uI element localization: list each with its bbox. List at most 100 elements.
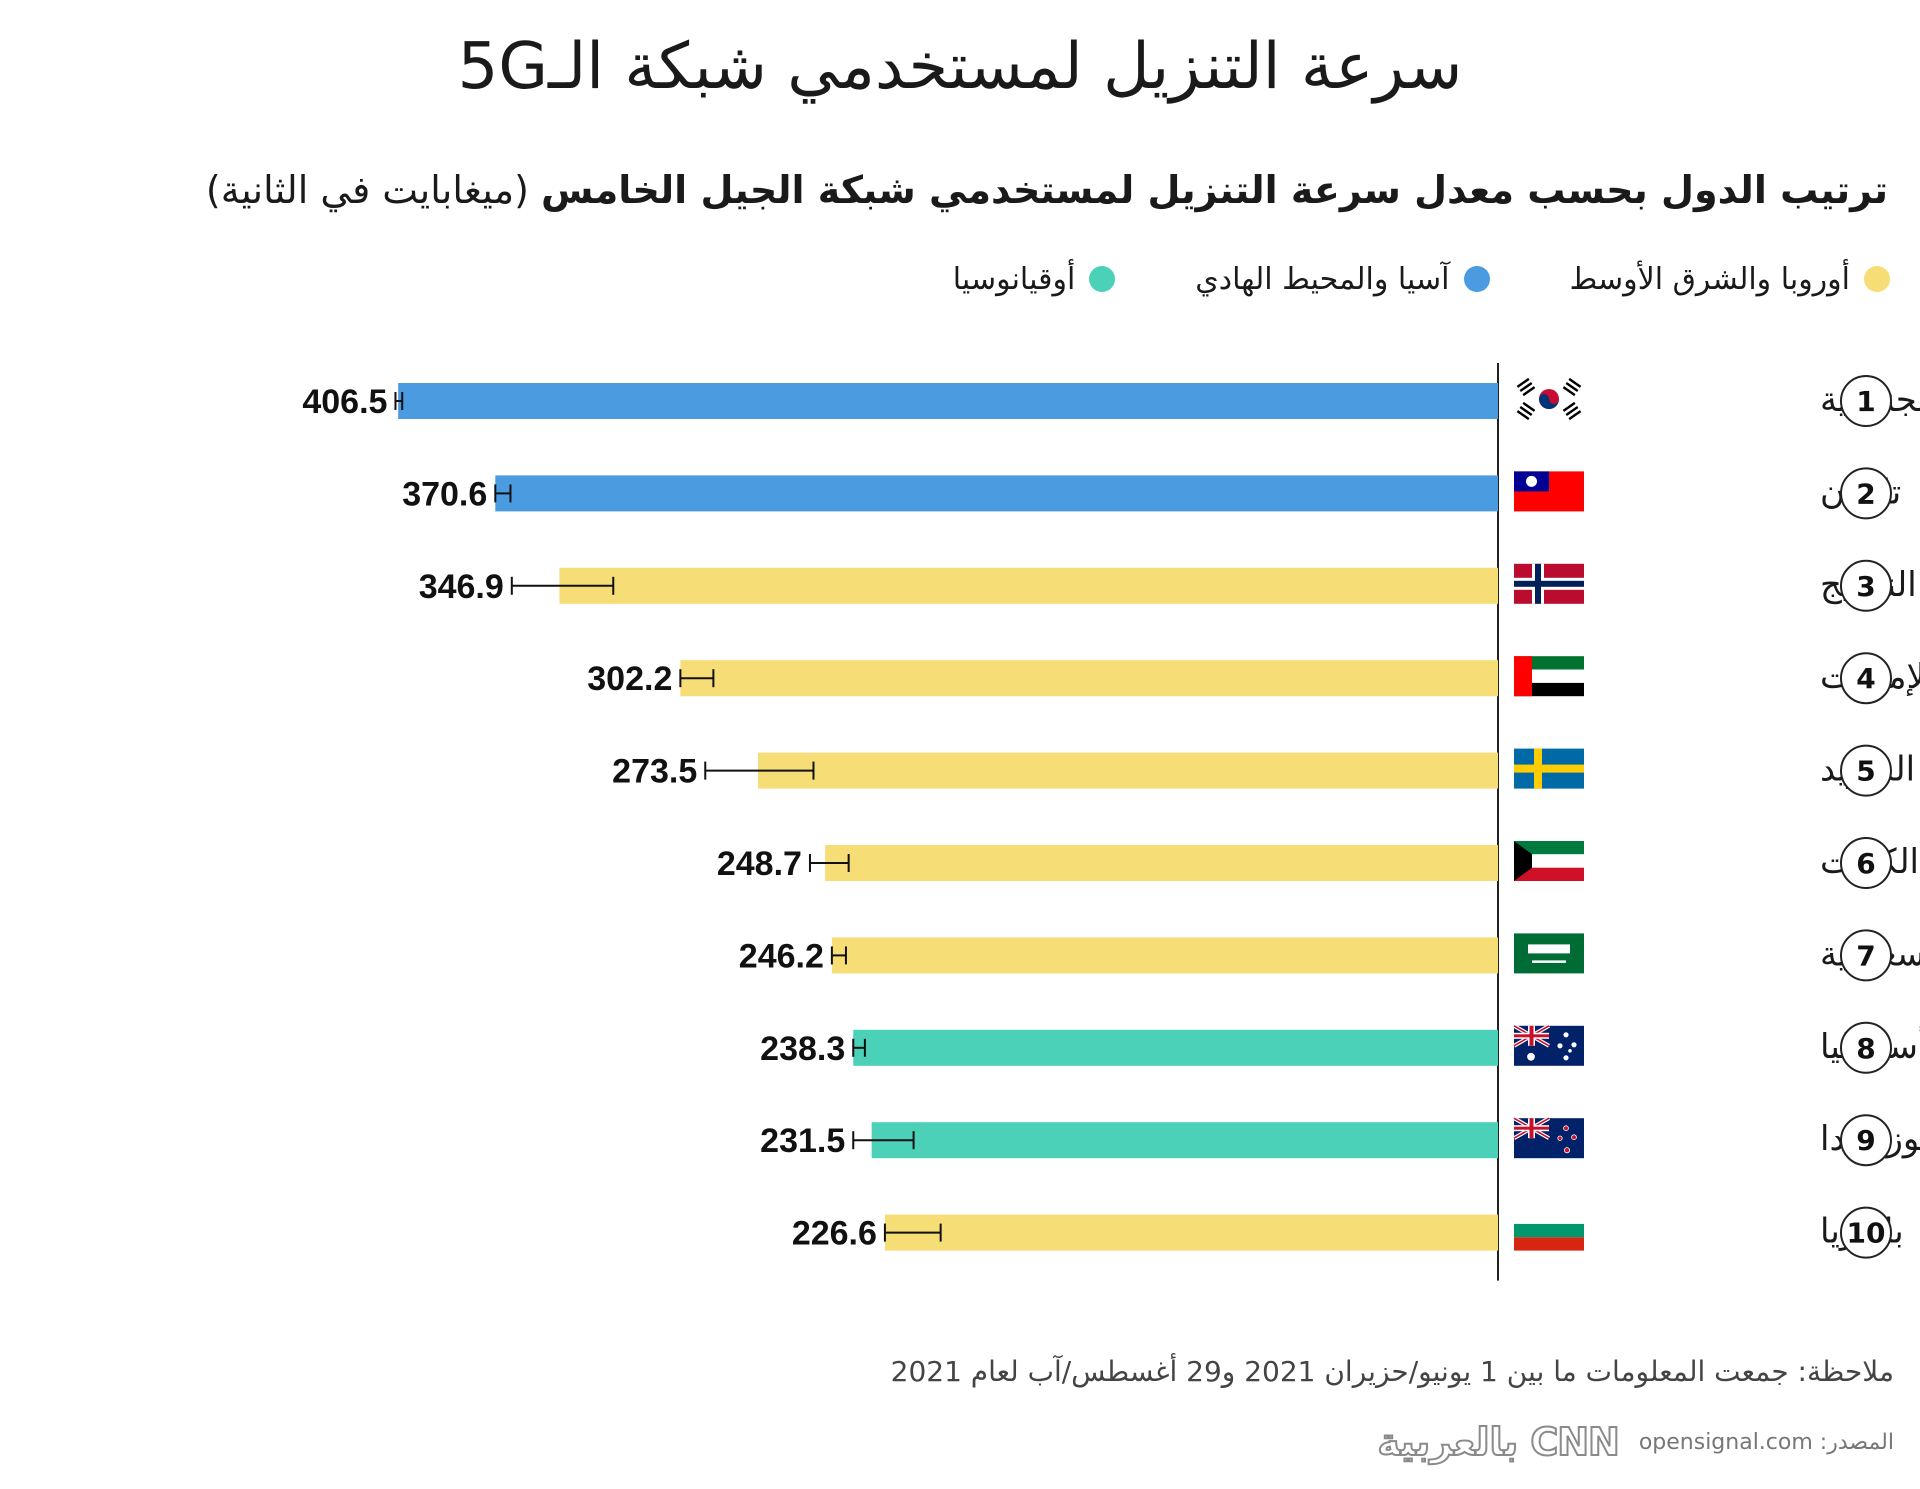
flag-trigram	[1516, 377, 1536, 397]
flag-sun	[1526, 475, 1537, 487]
flag-trapezoid	[1514, 841, 1532, 881]
value-label: 231.5	[760, 1122, 845, 1160]
bar	[884, 1214, 1498, 1251]
taiwan-flag	[1514, 471, 1584, 512]
source-text: المصدر: opensignal.com	[1639, 1430, 1894, 1455]
rank-label: 10	[1847, 1217, 1886, 1250]
flag-cross-red-h	[1514, 1126, 1549, 1130]
legend-item-europe-middle-east: أوروبا والشرق الأوسط	[1570, 262, 1890, 297]
flag-star	[1568, 1049, 1572, 1053]
flag-star	[1571, 1134, 1577, 1140]
flag-trigram-bar	[1516, 410, 1530, 421]
rank-circle	[1840, 929, 1892, 982]
legend-swatch-europe	[1864, 266, 1890, 292]
rank-label: 9	[1856, 1124, 1875, 1157]
rank-label: 1	[1856, 385, 1875, 418]
rank-label: 2	[1856, 477, 1875, 510]
kuwait-flag	[1514, 841, 1584, 881]
flag-trigram-bar	[1522, 401, 1536, 412]
south-korea-flag	[1514, 377, 1584, 421]
bulgaria-flag	[1514, 1210, 1584, 1251]
rank-circle	[1840, 744, 1892, 797]
flag-stripe-green	[1514, 1223, 1584, 1238]
source-label: المصدر:	[1819, 1429, 1894, 1455]
flag-star	[1564, 1147, 1571, 1154]
rank-circle	[1840, 467, 1892, 520]
flag-trigram-bar	[1522, 386, 1536, 397]
value-label: 238.3	[760, 1030, 845, 1068]
value-label: 302.2	[587, 660, 672, 698]
bar	[758, 752, 1498, 789]
source-url: opensignal.com	[1638, 1429, 1813, 1455]
legend-swatch-oceania	[1089, 266, 1116, 292]
flag-shahada	[1528, 944, 1570, 954]
value-label: 406.5	[302, 383, 387, 421]
flag-trigram	[1562, 401, 1582, 421]
legend-item-asia-pacific: آسيا والمحيط الهادي	[1195, 261, 1490, 297]
rank-circle	[1840, 1114, 1892, 1167]
footer: المصدر: opensignal.com CNN بالعربية	[1376, 1419, 1894, 1465]
rank-label: 5	[1856, 755, 1875, 788]
flag-star	[1563, 1125, 1569, 1131]
cnn-arabic-logo: CNN بالعربية	[1376, 1419, 1620, 1465]
flag-trigram	[1516, 401, 1536, 421]
footnote: ملاحظة: جمعت المعلومات ما بين 1 يونيو/حز…	[890, 1355, 1894, 1388]
flag-star	[1563, 1055, 1569, 1061]
flag-trigram	[1562, 377, 1582, 397]
uae-flag	[1514, 656, 1584, 697]
flag-cross-red-h	[1514, 1034, 1549, 1038]
flag-star	[1527, 1052, 1535, 1061]
flag-star	[1571, 1042, 1577, 1048]
rank-label: 8	[1856, 1032, 1875, 1065]
bar	[495, 475, 1498, 512]
rank-label: 6	[1856, 847, 1875, 880]
rank-label: 7	[1856, 939, 1875, 972]
value-label: 370.6	[402, 475, 487, 513]
rank-label: 3	[1856, 570, 1875, 603]
legend-label-oceania: أوقيانوسيا	[952, 261, 1076, 297]
new-zealand-flag	[1513, 1116, 1584, 1159]
flag-hoist-red	[1514, 656, 1532, 697]
value-label: 273.5	[612, 753, 697, 791]
flag-trigram-bar	[1562, 401, 1576, 412]
subtitle-main: ترتيب الدول بحسب معدل سرعة التنزيل لمستخ…	[541, 168, 1888, 212]
chart-subtitle: ترتيب الدول بحسب معدل سرعة التنزيل لمستخ…	[206, 168, 1888, 212]
value-label: 346.9	[419, 568, 504, 606]
legend-swatch-asia	[1463, 266, 1490, 292]
value-label: 248.7	[717, 845, 802, 883]
bar	[825, 845, 1498, 881]
flag-star	[1557, 1043, 1563, 1049]
rank-circle	[1840, 375, 1892, 427]
flag-trigram-bar	[1565, 382, 1579, 392]
bar	[398, 383, 1499, 419]
subtitle-unit: (ميغابايت في الثانية)	[205, 168, 529, 212]
legend-label-asia: آسيا والمحيط الهادي	[1195, 261, 1450, 297]
value-label: 226.6	[792, 1215, 877, 1253]
flag-stripe-green	[1514, 841, 1584, 855]
flag-trigram-bar	[1562, 386, 1576, 397]
flag-stripe-red	[1514, 867, 1584, 881]
bar	[559, 567, 1498, 604]
flag-trigram-bar	[1519, 382, 1533, 392]
bar	[831, 937, 1498, 974]
flag-sword	[1532, 960, 1566, 963]
bar-chart: 406.5كوريا الجنـوبية1370.6تايوان2346.9ال…	[302, 363, 1920, 1281]
legend-label-europe: أوروبا والشرق الأوسط	[1569, 261, 1850, 297]
flag-trigram-bar	[1516, 377, 1530, 388]
flag-trigram-bar	[1519, 406, 1533, 416]
legend-item-oceania: أوقيانوسيا	[953, 262, 1116, 297]
value-label: 246.2	[739, 937, 824, 975]
flag-star	[1563, 1032, 1569, 1038]
saudi-arabia-flag	[1514, 933, 1584, 974]
flag-taegeuk-bottom	[1539, 394, 1559, 409]
flag-trigram-bar	[1568, 377, 1582, 388]
flag-trigram-bar	[1565, 406, 1579, 416]
rank-circle	[1840, 559, 1892, 612]
flag-cross-h	[1514, 764, 1584, 773]
australia-flag	[1513, 1024, 1584, 1066]
legend: أوروبا والشرق الأوسط آسيا والمحيط الهادي…	[250, 254, 1890, 304]
flag-cross-blue-h	[1514, 580, 1584, 587]
rank-label: 4	[1856, 662, 1875, 695]
rank-circle	[1840, 652, 1892, 705]
rank-circle	[1840, 837, 1892, 889]
